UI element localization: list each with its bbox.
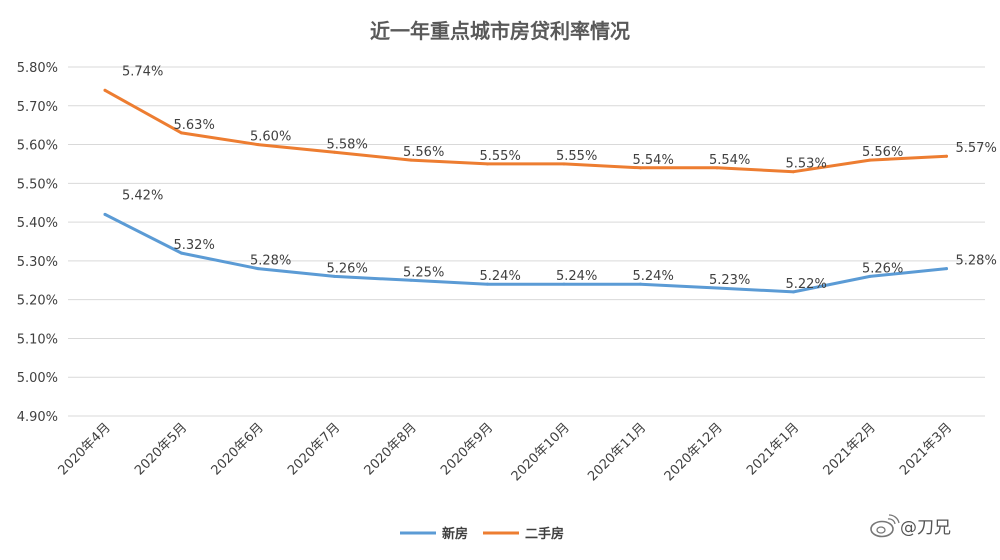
data-point <box>639 282 642 286</box>
data-label: 5.55% <box>556 149 597 164</box>
data-point <box>792 290 795 294</box>
x-axis: 2020年4月 2020年5月 2020年6月 2020年7月 2020年8月 2020年… <box>56 420 956 484</box>
data-labels: 5.42% 5.32% 5.28% 5.26% 5.25% 5.24% 5.24% 5.24%… <box>122 64 997 292</box>
data-label: 5.63% <box>174 118 215 133</box>
data-label: 5.24% <box>633 269 674 284</box>
data-point <box>715 166 719 170</box>
data-point <box>256 267 260 271</box>
data-point <box>180 251 183 255</box>
data-label: 5.56% <box>862 145 903 160</box>
data-label: 5.24% <box>480 269 521 284</box>
data-point <box>180 131 183 135</box>
data-label: 5.42% <box>122 188 163 203</box>
y-tick-label: 5.00% <box>17 371 58 386</box>
data-label: 5.54% <box>709 153 750 168</box>
data-label: 5.24% <box>556 269 597 284</box>
x-tick-label: 2020年4月 <box>56 420 114 478</box>
data-label: 5.25% <box>403 265 444 280</box>
y-tick-label: 4.90% <box>17 410 58 425</box>
x-tick-label: 2021年3月 <box>897 420 955 478</box>
x-tick-label: 2020年9月 <box>438 420 496 478</box>
data-label: 5.22% <box>786 277 827 292</box>
weibo-icon <box>870 514 900 538</box>
data-point <box>103 212 107 216</box>
data-point <box>103 88 107 92</box>
data-label: 5.74% <box>122 64 163 79</box>
legend-label: 二手房 <box>525 526 564 542</box>
y-tick-label: 5.50% <box>17 177 58 192</box>
data-label: 5.32% <box>174 238 215 253</box>
data-point <box>639 166 642 170</box>
data-point <box>562 162 566 166</box>
data-point <box>715 286 719 290</box>
y-tick-label: 5.70% <box>17 100 58 115</box>
y-tick-label: 5.20% <box>17 294 58 309</box>
data-point <box>486 282 489 286</box>
y-axis: 5.80% 5.70% 5.60% 5.50% 5.40% 5.30% 5.20% 5.10%… <box>17 61 58 425</box>
data-label: 5.56% <box>403 145 444 160</box>
data-point <box>868 274 872 278</box>
data-point <box>562 282 566 286</box>
data-label: 5.57% <box>956 141 997 156</box>
data-label: 5.28% <box>956 254 997 269</box>
x-tick-label: 2020年6月 <box>209 420 267 478</box>
series-line-new-home <box>103 212 948 294</box>
series-line-resale-home <box>103 88 948 174</box>
legend: 新房 二手房 <box>400 526 564 542</box>
x-tick-label: 2020年12月 <box>662 420 726 484</box>
y-tick-label: 5.30% <box>17 255 58 270</box>
data-label: 5.54% <box>633 153 674 168</box>
chart-title: 近一年重点城市房贷利率情况 <box>370 19 630 43</box>
data-point <box>409 278 413 282</box>
x-tick-label: 2021年2月 <box>821 420 879 478</box>
data-point <box>409 158 413 162</box>
data-label: 5.60% <box>250 130 291 145</box>
data-label: 5.55% <box>480 149 521 164</box>
data-point <box>333 150 336 154</box>
watermark-text: @刀兄 <box>900 518 951 538</box>
data-label: 5.26% <box>862 261 903 276</box>
x-tick-label: 2021年1月 <box>744 420 802 478</box>
data-point <box>945 154 948 158</box>
x-tick-label: 2020年5月 <box>132 420 190 478</box>
data-point <box>256 143 260 147</box>
data-label: 5.23% <box>709 273 750 288</box>
x-tick-label: 2020年8月 <box>362 420 420 478</box>
watermark: @刀兄 <box>870 514 951 538</box>
data-label: 5.58% <box>327 137 368 152</box>
data-point <box>486 162 489 166</box>
legend-label: 新房 <box>442 526 468 542</box>
y-tick-label: 5.40% <box>17 216 58 231</box>
x-tick-label: 2020年7月 <box>285 420 343 478</box>
x-tick-label: 2020年10月 <box>509 420 573 484</box>
y-tick-label: 5.10% <box>17 332 58 347</box>
data-point <box>945 267 948 271</box>
y-tick-label: 5.80% <box>17 61 58 76</box>
data-point <box>333 274 336 278</box>
data-point <box>868 158 872 162</box>
series-group <box>103 88 948 294</box>
x-tick-label: 2020年11月 <box>585 420 649 484</box>
data-label: 5.53% <box>786 157 827 172</box>
y-tick-label: 5.60% <box>17 139 58 154</box>
data-label: 5.28% <box>250 254 291 269</box>
data-label: 5.26% <box>327 261 368 276</box>
data-point <box>792 170 795 174</box>
